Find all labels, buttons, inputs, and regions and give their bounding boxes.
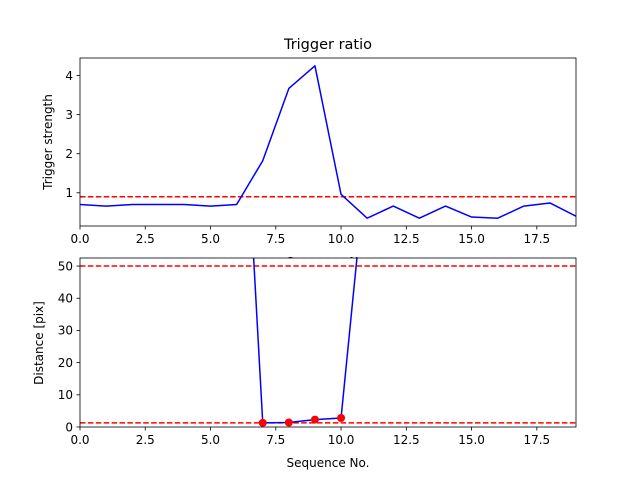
bottom-chart-background — [80, 258, 576, 427]
top-chart-x-tick-label: 10.0 — [328, 232, 355, 246]
bottom-chart-x-tick-label: 15.0 — [458, 433, 485, 447]
bottom-chart-x-tick-label: 10.0 — [328, 433, 355, 447]
bottom-chart-marker-point — [284, 418, 293, 427]
top-chart: Trigger ratio 0.0 2.5 5.0 7.5 10.0 12.5 15.0 17… — [41, 37, 577, 269]
bottom-chart-y-axis: 0 10 20 30 40 50 — [58, 259, 80, 434]
bottom-chart-marker-point — [258, 418, 267, 427]
bottom-chart-x-axis: 0.0 2.5 5.0 7.5 10.0 12.5 15.0 17.5 — [70, 427, 550, 447]
top-chart-plot-area — [80, 65, 576, 219]
top-chart-x-tick-label: 2.5 — [136, 232, 155, 246]
top-chart-y-tick-label: 2 — [65, 147, 73, 161]
top-chart-x-tick-label: 12.5 — [393, 232, 420, 246]
top-chart-y-axis: 1 2 3 4 — [65, 69, 80, 200]
bottom-chart-y-tick-label: 10 — [58, 388, 73, 402]
bottom-chart-clipped-marks — [80, 258, 576, 427]
bottom-chart-x-tick-label: 17.5 — [523, 433, 550, 447]
bottom-chart-y-tick-label: 50 — [58, 259, 73, 273]
bottom-chart-x-tick-label: 2.5 — [136, 433, 155, 447]
top-chart-title: Trigger ratio — [283, 37, 372, 53]
bottom-chart-x-axis-label: Sequence No. — [287, 456, 370, 470]
top-chart-x-tick-label: 7.5 — [266, 232, 285, 246]
top-chart-frame — [79, 57, 577, 227]
top-chart-y-tick-label: 1 — [65, 186, 73, 200]
top-chart-x-axis: 0.0 2.5 5.0 7.5 10.0 12.5 15.0 17.5 — [70, 226, 550, 246]
bottom-chart-y-tick-label: 20 — [58, 356, 73, 370]
bottom-chart-x-tick-label: 5.0 — [201, 433, 220, 447]
bottom-chart-y-tick-label: 0 — [65, 420, 73, 434]
bottom-chart-series-line-1 — [252, 258, 358, 424]
bottom-chart-y-tick-label: 40 — [58, 292, 73, 306]
top-chart-x-tick-label: 0.0 — [70, 232, 89, 246]
top-chart-clipped-marks — [80, 65, 576, 219]
bottom-chart-x-tick-label: 0.0 — [70, 433, 89, 447]
top-chart-y-tick-label: 4 — [65, 69, 73, 83]
bottom-chart-y-axis-label: Distance [pix] — [32, 301, 46, 385]
bottom-chart-x-tick-label: 7.5 — [266, 433, 285, 447]
bottom-chart: 0.0 2.5 5.0 7.5 10.0 12.5 15.0 17.5 0 10 20 30 40 50… — [32, 257, 577, 470]
top-chart-series-line-1 — [80, 65, 576, 219]
bottom-chart-y-tick-label: 30 — [58, 324, 73, 338]
top-chart-x-tick-label: 17.5 — [523, 232, 550, 246]
bottom-chart-marker-point — [310, 415, 319, 424]
top-chart-y-tick-label: 3 — [65, 108, 73, 122]
top-chart-y-axis-label: Trigger strength — [41, 94, 55, 191]
top-chart-x-tick-label: 15.0 — [458, 232, 485, 246]
top-chart-x-tick-label: 5.0 — [201, 232, 220, 246]
bottom-chart-marker-point — [337, 413, 346, 422]
bottom-chart-plot-area — [80, 258, 576, 427]
bottom-chart-frame — [79, 257, 577, 428]
bottom-chart-x-tick-label: 12.5 — [393, 433, 420, 447]
